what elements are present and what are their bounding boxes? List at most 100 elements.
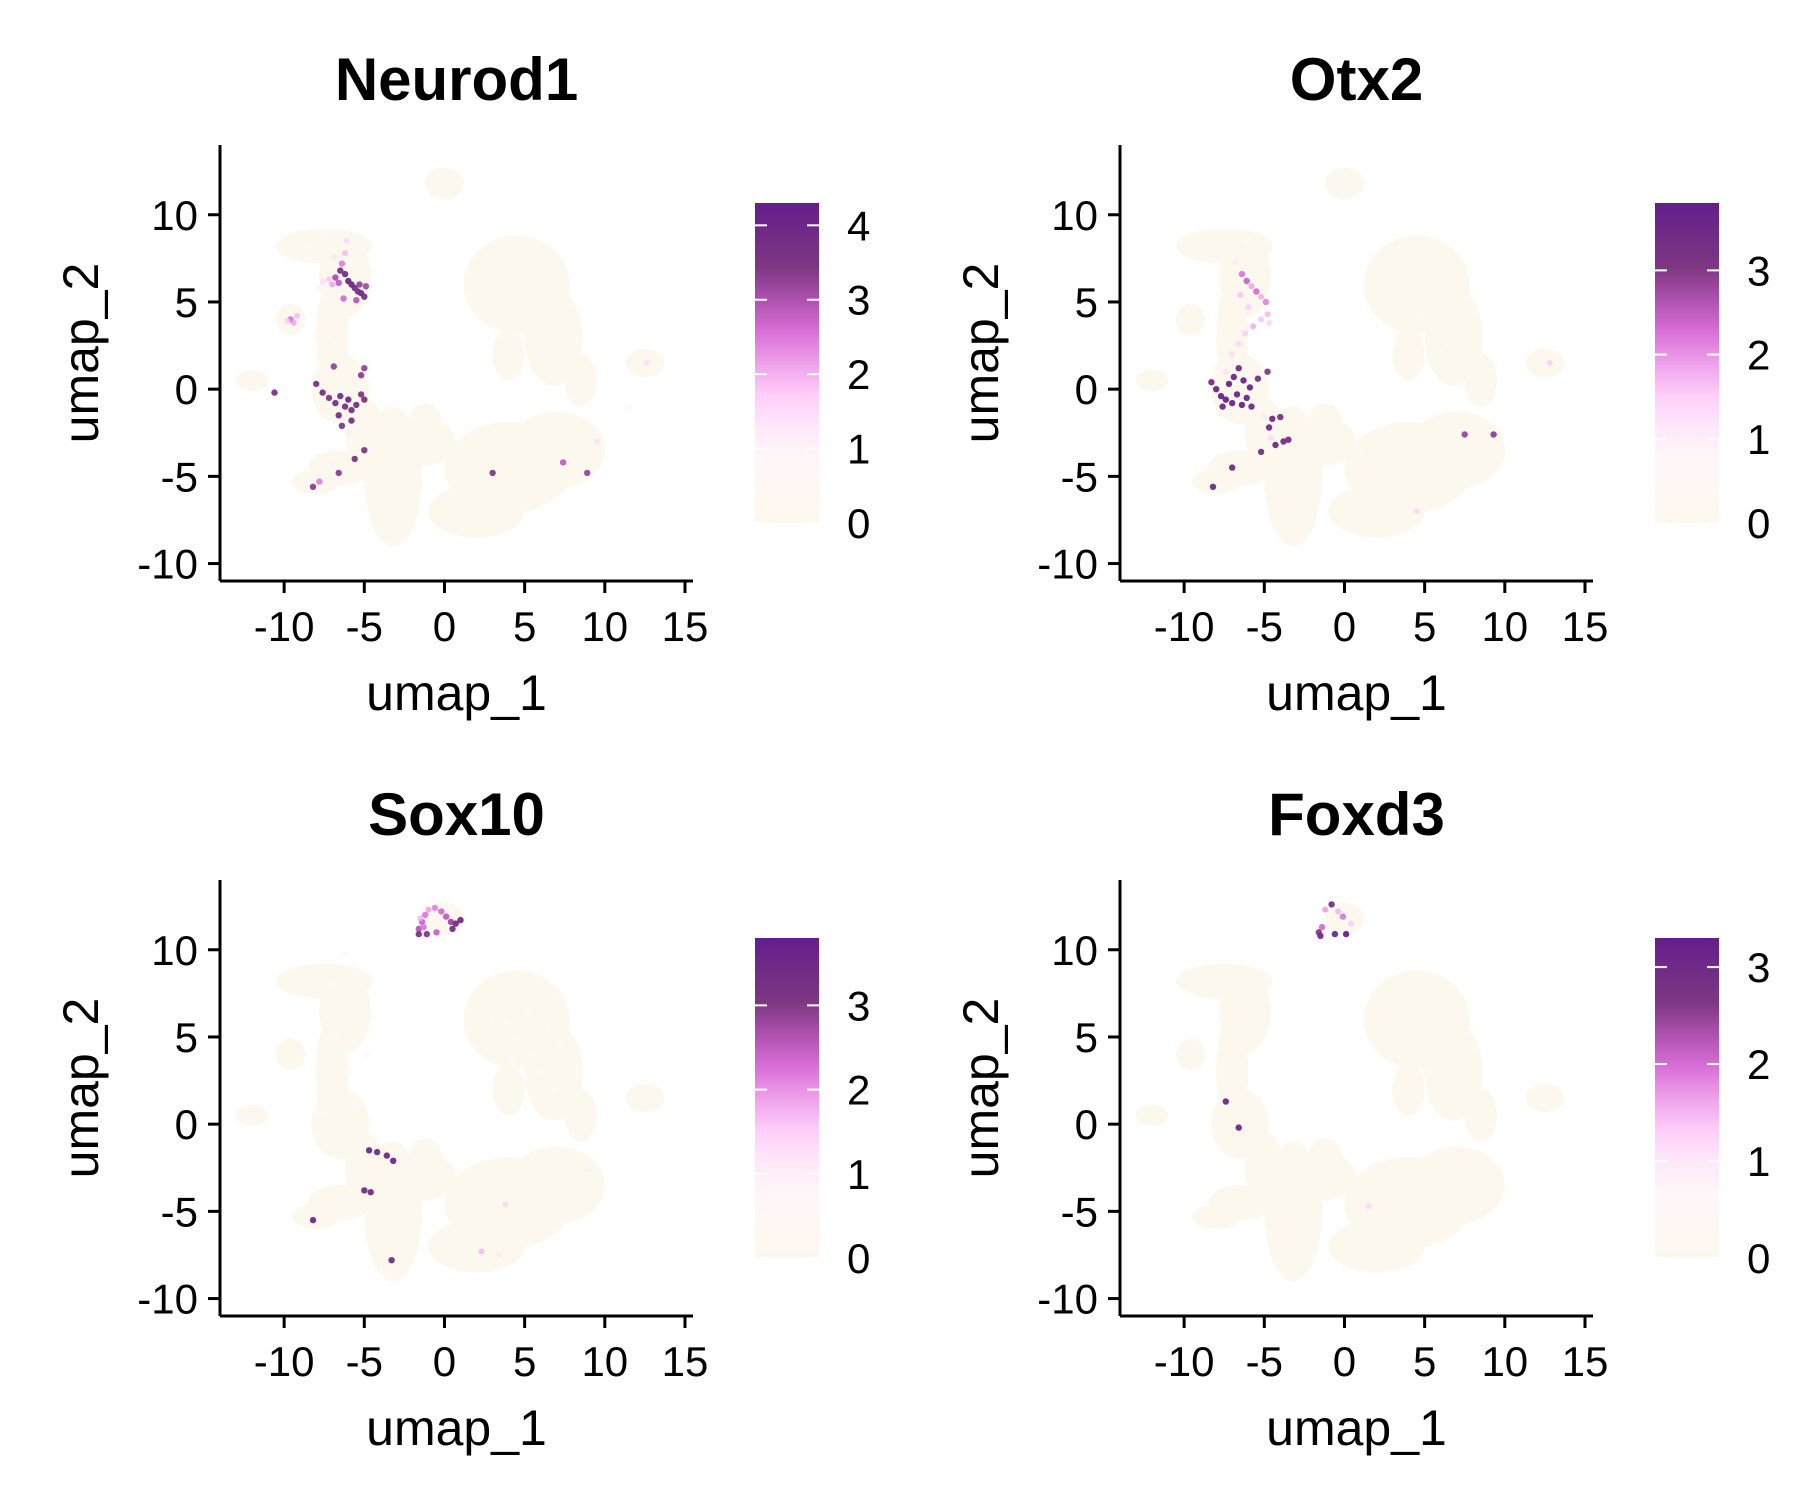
data-point-37 xyxy=(361,396,368,403)
x-tick-label: 10 xyxy=(1481,603,1528,650)
data-point-19 xyxy=(1213,365,1220,372)
x-tick-label: 15 xyxy=(1562,603,1609,650)
data-point-49 xyxy=(502,1020,509,1026)
data-point-60 xyxy=(643,360,650,366)
x-tick-label: -10 xyxy=(254,603,315,650)
expression-points xyxy=(1216,901,1372,1210)
data-point-11 xyxy=(335,279,342,286)
data-point-33 xyxy=(1240,377,1247,384)
data-point-27 xyxy=(1238,401,1246,409)
data-point-20 xyxy=(1222,368,1229,375)
umap-panel-neurod1: Neurod1 -10 -5 0 5 10 15 -10 -5 0 5 10 umap_1 umap_2 0… xyxy=(53,46,870,721)
y-tick-label: 0 xyxy=(175,366,198,413)
data-point-42 xyxy=(518,1077,525,1084)
colorbar-tick-label: 1 xyxy=(1747,1138,1770,1185)
data-point-30 xyxy=(332,399,339,407)
y-tick-label: -10 xyxy=(137,541,198,588)
x-tick-label: 10 xyxy=(581,1338,628,1385)
background-cells-17 xyxy=(1525,349,1565,377)
data-point-1 xyxy=(332,274,339,281)
data-point-23 xyxy=(244,1117,251,1124)
colorbar-tick-label: 1 xyxy=(847,1151,870,1198)
data-point-49 xyxy=(1413,508,1420,515)
colorbar-tick-label: 3 xyxy=(1747,944,1770,991)
y-axis-title: umap_2 xyxy=(53,998,109,1179)
data-point-47 xyxy=(1267,435,1274,441)
data-point-1 xyxy=(1318,923,1326,931)
data-point-21 xyxy=(364,1051,371,1058)
data-point-37 xyxy=(1264,368,1271,375)
y-axis-title: umap_2 xyxy=(53,263,109,444)
background-cells-20 xyxy=(292,1204,341,1229)
data-point-2 xyxy=(337,267,344,274)
x-tick-label: -5 xyxy=(346,603,383,650)
data-point-41 xyxy=(537,1068,544,1075)
data-point-29 xyxy=(1248,403,1255,410)
data-point-47 xyxy=(508,1054,515,1061)
data-point-49 xyxy=(316,478,323,485)
data-point-42 xyxy=(1280,438,1287,445)
data-point-43 xyxy=(330,363,337,370)
data-point-3 xyxy=(1253,288,1260,295)
data-point-50 xyxy=(1461,431,1468,438)
data-point-10 xyxy=(1222,1098,1229,1105)
data-point-10 xyxy=(1235,340,1242,347)
x-tick-label: 0 xyxy=(1333,603,1356,650)
data-point-17 xyxy=(345,1068,352,1075)
chart-title: Otx2 xyxy=(1290,46,1423,113)
x-tick-label: -5 xyxy=(1246,1338,1283,1385)
data-point-34 xyxy=(496,1252,502,1258)
x-tick-label: 0 xyxy=(433,603,456,650)
data-point-29 xyxy=(325,394,333,402)
background-cells-19 xyxy=(409,1138,442,1173)
y-tick-label: -5 xyxy=(161,453,198,500)
x-tick-label: -10 xyxy=(1154,603,1215,650)
data-point-43 xyxy=(1285,436,1292,443)
data-point-44 xyxy=(524,1007,531,1014)
data-point-25 xyxy=(1229,399,1236,407)
data-point-33 xyxy=(478,1248,485,1255)
data-point-3 xyxy=(341,270,349,278)
cell-background xyxy=(236,902,665,1282)
data-point-3 xyxy=(1328,901,1335,908)
data-point-12 xyxy=(423,930,430,938)
colorbar-tick-label: 0 xyxy=(1747,500,1770,547)
data-point-18 xyxy=(329,981,336,988)
x-axis-title: umap_1 xyxy=(1266,1400,1447,1456)
data-point-15 xyxy=(417,915,424,922)
data-point-50 xyxy=(329,461,336,468)
data-point-10 xyxy=(356,281,363,288)
data-point-31 xyxy=(337,392,344,400)
x-tick-label: 15 xyxy=(662,1338,709,1385)
chart-title: Neurod1 xyxy=(335,46,578,113)
y-axis-title: umap_2 xyxy=(953,998,1009,1179)
data-point-32 xyxy=(341,403,349,410)
background-cells-11 xyxy=(524,1023,583,1121)
data-point-35 xyxy=(1246,384,1254,391)
data-point-12 xyxy=(326,276,332,283)
data-point-0 xyxy=(415,925,422,932)
data-point-57 xyxy=(584,469,591,477)
data-point-13 xyxy=(1245,304,1252,311)
data-point-33 xyxy=(345,396,352,403)
data-point-54 xyxy=(1437,347,1444,354)
data-point-46 xyxy=(1209,483,1217,490)
colorbar-tick-label: 3 xyxy=(847,982,870,1029)
data-point-59 xyxy=(457,438,464,445)
data-point-22 xyxy=(1213,386,1220,393)
data-point-54 xyxy=(303,243,310,250)
data-point-29 xyxy=(367,1189,374,1196)
background-cells-15 xyxy=(428,1220,525,1273)
data-point-53 xyxy=(1413,311,1420,318)
x-axis-title: umap_1 xyxy=(1266,665,1447,721)
background-cells-16 xyxy=(1464,354,1497,407)
data-point-48 xyxy=(556,1042,563,1049)
data-point-41 xyxy=(1272,441,1279,449)
data-point-21 xyxy=(1208,379,1215,386)
background-cells-18 xyxy=(236,1104,269,1126)
data-point-25 xyxy=(373,1148,381,1156)
y-tick-label: -5 xyxy=(1061,453,1098,500)
background-cells-9 xyxy=(425,167,464,200)
colorbar xyxy=(1655,938,1719,1258)
